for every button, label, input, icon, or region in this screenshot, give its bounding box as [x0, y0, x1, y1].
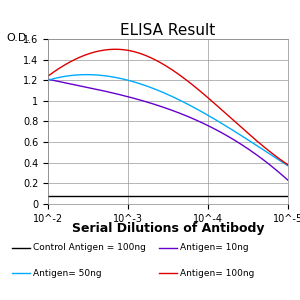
Text: Control Antigen = 100ng: Control Antigen = 100ng	[33, 243, 146, 252]
Text: Antigen= 100ng: Antigen= 100ng	[180, 268, 254, 278]
Text: O.D.: O.D.	[6, 33, 30, 43]
Text: Antigen= 50ng: Antigen= 50ng	[33, 268, 102, 278]
Text: Serial Dilutions of Antibody: Serial Dilutions of Antibody	[72, 222, 264, 235]
Title: ELISA Result: ELISA Result	[120, 23, 216, 38]
Text: Antigen= 10ng: Antigen= 10ng	[180, 243, 249, 252]
